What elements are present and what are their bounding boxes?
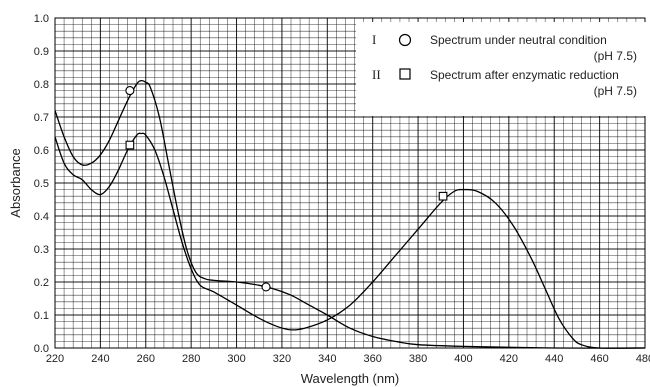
- legend-note-reduced: (pH 7.5): [594, 84, 637, 98]
- x-tick-label: 360: [364, 353, 382, 365]
- data-marker-square: [125, 140, 135, 150]
- y-tick-label: 0.6: [34, 145, 49, 157]
- y-axis-title: Absorbance: [8, 148, 23, 217]
- x-tick-label: 240: [91, 353, 109, 365]
- y-tick-label: 0.3: [34, 244, 49, 256]
- x-tick-label: 380: [409, 353, 427, 365]
- x-tick-label: 280: [182, 353, 200, 365]
- y-tick-label: 1.0: [34, 13, 49, 25]
- y-tick-label: 0.4: [34, 211, 49, 223]
- data-marker-circle: [261, 282, 271, 292]
- legend-note-neutral: (pH 7.5): [594, 49, 637, 63]
- x-tick-label: 300: [227, 353, 245, 365]
- y-tick-label: 0.8: [34, 79, 49, 91]
- x-tick-label: 480: [636, 353, 650, 365]
- series-line-reduced: [54, 132, 646, 349]
- x-tick-label: 460: [590, 353, 608, 365]
- series-line-neutral: [54, 79, 646, 349]
- legend-label-neutral: Spectrum under neutral condition: [430, 33, 607, 47]
- legend-circle-marker: [398, 33, 412, 47]
- data-marker-circle: [125, 86, 135, 96]
- tick-labels: 220 240 260 280 300 320 340 360 380 400 420 440 460 4…: [34, 13, 650, 365]
- y-tick-label: 0.1: [34, 310, 49, 322]
- y-tick-label: 0.7: [34, 112, 49, 124]
- y-tick-label: 0.2: [34, 277, 49, 289]
- x-tick-label: 260: [137, 353, 155, 365]
- series-markers: [125, 86, 448, 292]
- y-tick-label: 0.0: [34, 343, 49, 355]
- legend-numeral-2: II: [372, 67, 381, 82]
- data-marker-square: [438, 191, 448, 201]
- x-tick-label: 440: [545, 353, 563, 365]
- y-tick-label: 0.9: [34, 46, 49, 58]
- x-tick-label: 400: [454, 353, 472, 365]
- x-tick-label: 420: [500, 353, 518, 365]
- series-lines: [54, 79, 646, 349]
- legend-square-marker: [399, 68, 411, 80]
- x-axis-title: Wavelength (nm): [301, 371, 400, 386]
- x-tick-label: 320: [273, 353, 291, 365]
- plot-frame: [54, 17, 646, 349]
- legend-label-reduced: Spectrum after enzymatic reduction: [430, 68, 619, 82]
- legend: I Spectrum under neutral condition (pH 7…: [372, 32, 637, 98]
- x-tick-label: 340: [318, 353, 336, 365]
- legend-numeral-1: I: [372, 32, 376, 47]
- y-tick-label: 0.5: [34, 178, 49, 190]
- x-tick-label: 220: [46, 353, 64, 365]
